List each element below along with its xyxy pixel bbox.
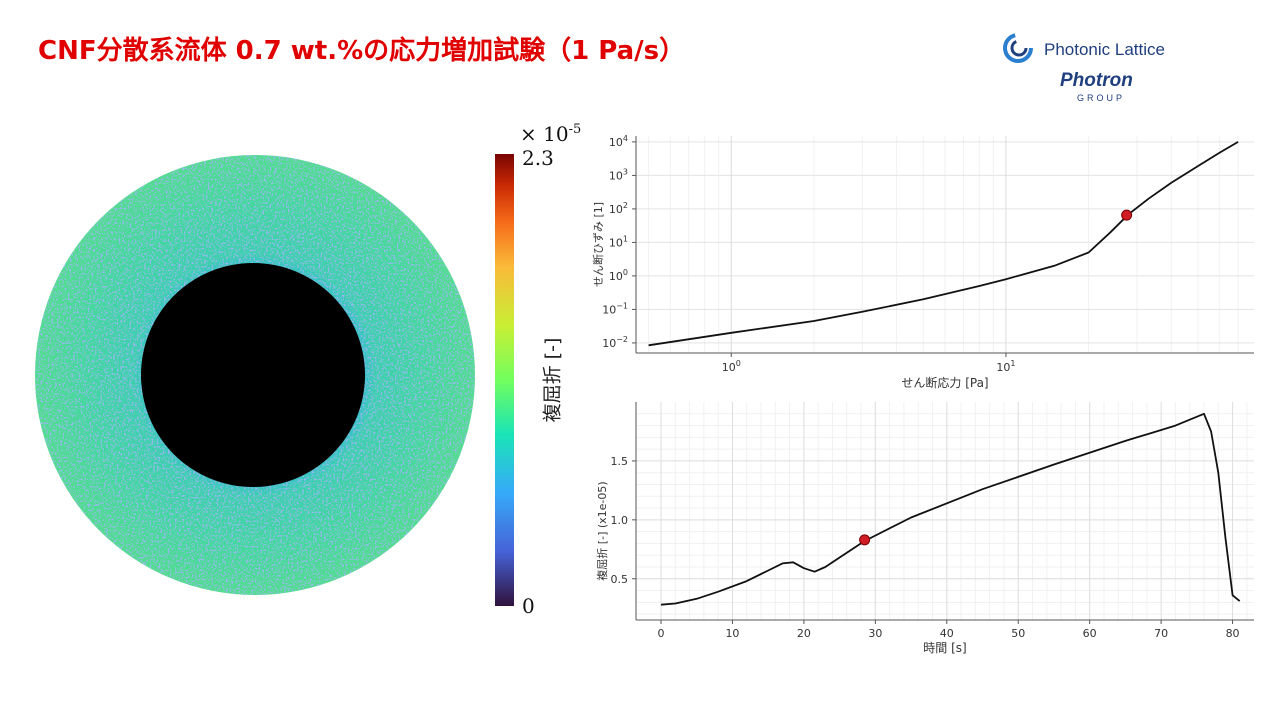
x-tick-label: 0 [658, 627, 665, 640]
current-point-marker [1121, 209, 1133, 221]
x-tick-label: 80 [1226, 627, 1240, 640]
company-logo: Photonic Lattice Photron GROUP [1000, 30, 1200, 110]
birefringence-vs-time-chart: 0 10 20 30 40 50 60 70 80 0.5 1.0 1.5 時間 [s] 複屈折 [-] … [595, 402, 1254, 655]
y-tick-label: 103 [609, 167, 628, 182]
page-title: CNF分散系流体 0.7 wt.%の応力増加試験（1 Pa/s） [38, 36, 686, 66]
x-tick-label: 100 [722, 359, 741, 374]
x-tick-label: 30 [868, 627, 882, 640]
x-axis-label: せん断応力 [Pa] [901, 375, 988, 390]
y-axis-label: 複屈折 [-] (x1e-05) [595, 481, 609, 580]
colorbar [495, 154, 514, 606]
x-axis-label: 時間 [s] [923, 641, 966, 655]
x-tick-label: 70 [1154, 627, 1168, 640]
x-tick-label: 10 [725, 627, 739, 640]
colorbar-exponent: × 10-5 [520, 122, 582, 146]
current-point-marker [859, 534, 871, 546]
colorbar-max-label: 2.3 [522, 146, 554, 170]
y-tick-label: 1.0 [611, 514, 629, 527]
strain-series-line [648, 141, 1239, 347]
y-tick-label: 10−2 [602, 335, 628, 350]
x-tick-label: 60 [1083, 627, 1097, 640]
x-tick-label: 40 [940, 627, 954, 640]
logo-company-name: Photonic Lattice [1044, 40, 1165, 59]
logo-brand-name: Photron [1060, 70, 1133, 91]
colorbar-title: 複屈折 [-] [541, 337, 564, 423]
x-tick-label: 101 [996, 359, 1015, 374]
y-tick-label: 104 [609, 134, 628, 149]
x-tick-label: 20 [797, 627, 811, 640]
birefringence-series-line [660, 412, 1241, 606]
x-tick-label: 50 [1011, 627, 1025, 640]
y-tick-label: 101 [609, 234, 628, 249]
logo-ring-icon [1003, 33, 1033, 63]
y-tick-label: 100 [609, 268, 628, 283]
y-tick-label: 102 [609, 201, 628, 216]
y-tick-label: 0.5 [611, 573, 629, 586]
y-axis-label: せん断ひずみ [1] [591, 202, 605, 287]
y-tick-label: 1.5 [611, 455, 629, 468]
strain-vs-stress-chart: 10−2 10−1 100 101 102 103 104 100 101 せん断応力 [Pa] せ… [591, 134, 1254, 390]
logo-top-row: Photonic Lattice [1000, 30, 1200, 70]
colorbar-min-label: 0 [522, 594, 535, 618]
sample-center-hole [141, 263, 365, 487]
logo-group-text: GROUP [1077, 93, 1126, 103]
y-tick-label: 10−1 [602, 301, 628, 316]
birefringence-image [35, 155, 475, 595]
